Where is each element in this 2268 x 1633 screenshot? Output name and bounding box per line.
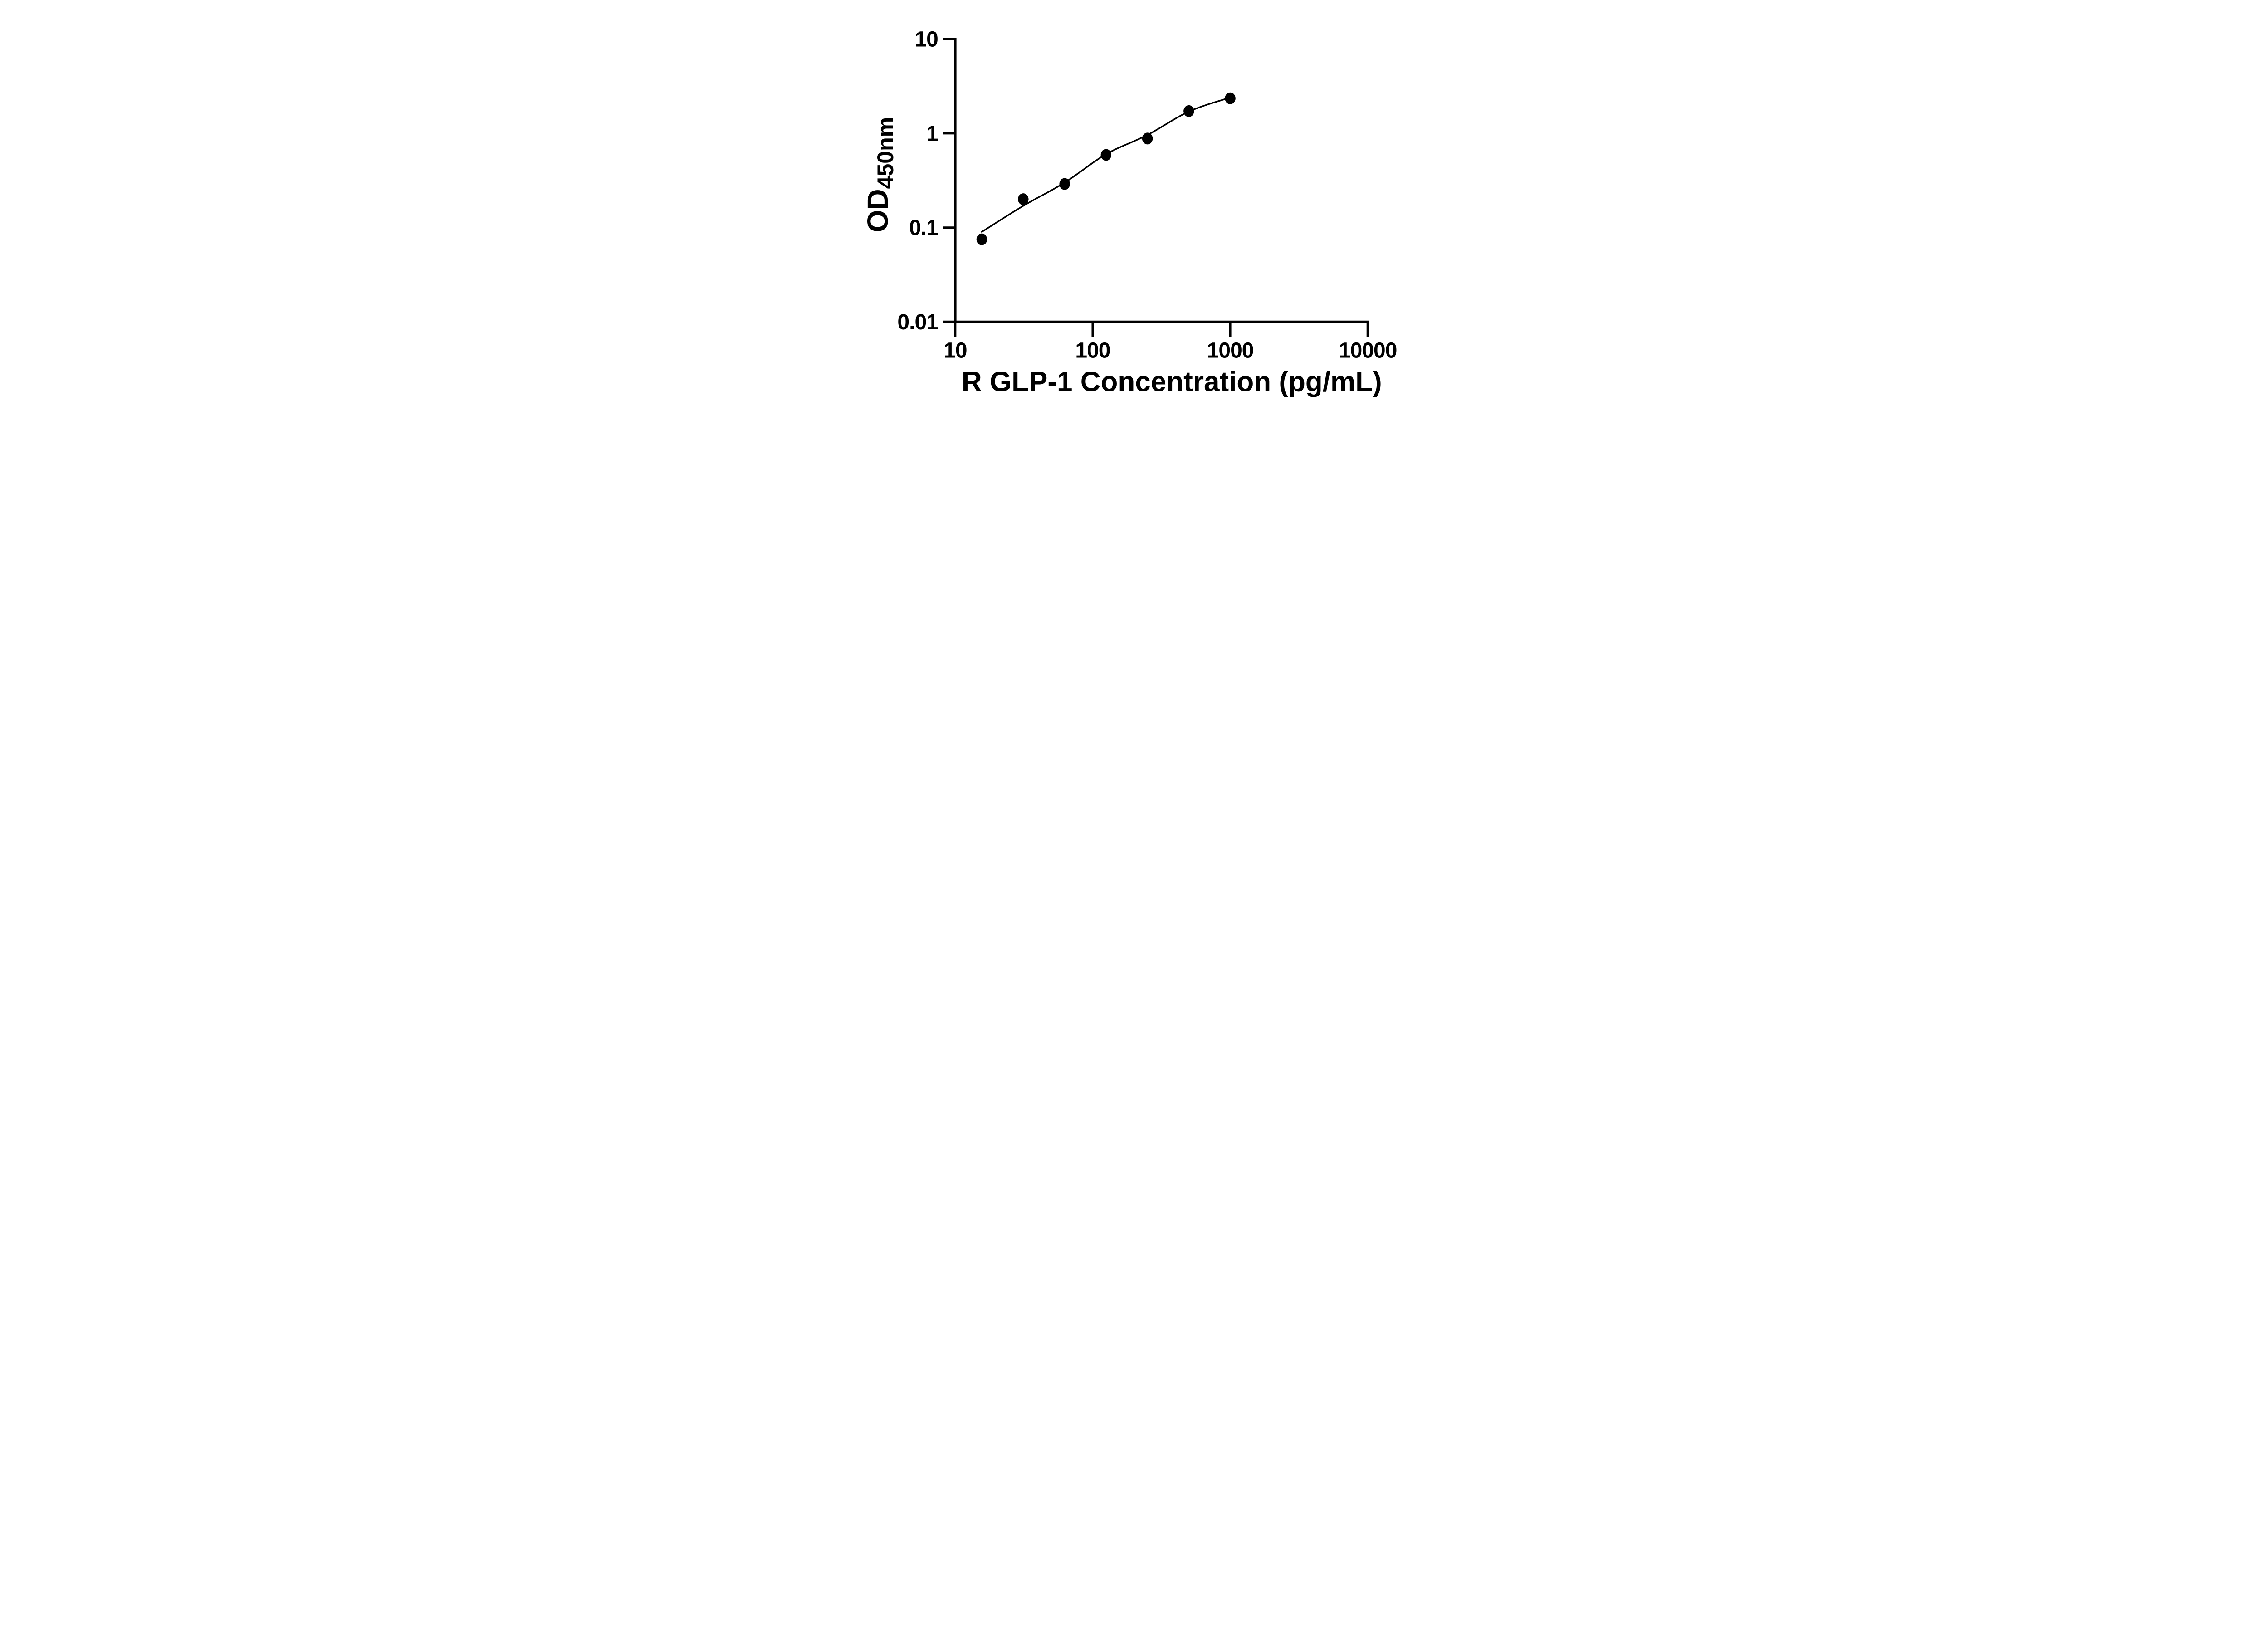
data-point: [1059, 178, 1070, 190]
axes: 10 1 0.1 0.01 10 100 1000 10000: [897, 28, 1397, 363]
data-point: [1018, 193, 1029, 205]
elisa-standard-curve-figure: 10 1 0.1 0.01 10 100 1000 10000 R GLP-1 Concen…: [842, 0, 1426, 409]
axis-labels: R GLP-1 Concentration (pg/mL) OD450nm: [861, 117, 1382, 397]
data-point: [976, 233, 987, 245]
fit-curve-group: [981, 97, 1231, 233]
x-tick-label: 10000: [1339, 339, 1397, 363]
data-point: [1183, 105, 1194, 117]
y-tick-label: 1: [926, 122, 938, 146]
x-tick-label: 100: [1075, 339, 1110, 363]
data-point: [1142, 132, 1153, 145]
x-tick-label: 10: [943, 339, 967, 363]
y-axis-ticks: 10 1 0.1 0.01: [897, 28, 955, 334]
y-axis-title-subscript: 450nm: [873, 117, 898, 189]
chart-canvas: 10 1 0.1 0.01 10 100 1000 10000 R GLP-1 Concen…: [842, 0, 1426, 409]
y-axis-title-main: OD: [861, 189, 894, 232]
fit-curve: [981, 97, 1231, 233]
data-points: [976, 92, 1236, 245]
y-tick-label: 10: [914, 28, 938, 52]
x-tick-label: 1000: [1207, 339, 1254, 363]
y-tick-label: 0.1: [909, 216, 938, 240]
x-axis-ticks: 10 100 1000 10000: [943, 322, 1397, 363]
data-point: [1225, 92, 1236, 104]
y-tick-label: 0.01: [897, 310, 938, 334]
data-point: [1100, 149, 1112, 161]
x-axis-title: R GLP-1 Concentration (pg/mL): [962, 366, 1382, 397]
y-axis-title: OD450nm: [861, 117, 898, 232]
